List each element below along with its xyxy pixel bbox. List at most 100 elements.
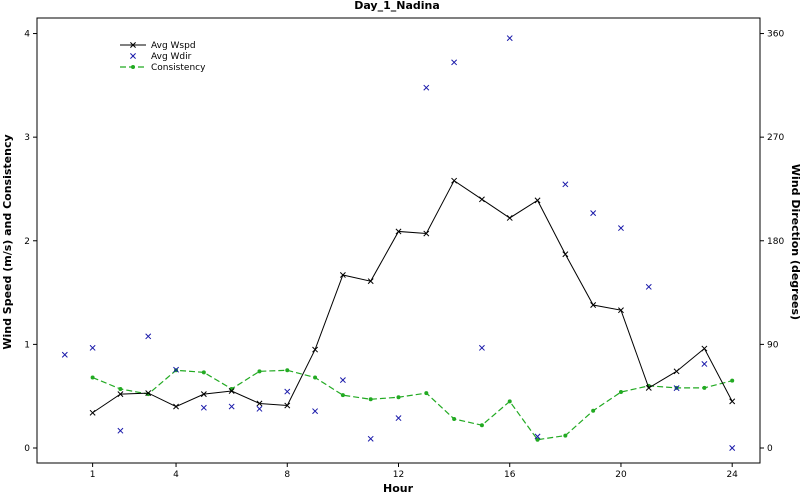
consistency-point — [507, 399, 512, 404]
avg-wspd-point — [284, 402, 291, 409]
y-tick-label-right: 270 — [767, 133, 784, 143]
avg-wdir-point — [506, 35, 513, 42]
legend-label: Consistency — [151, 63, 206, 73]
avg-wdir-point — [200, 404, 207, 411]
avg-wdir-point — [284, 388, 291, 395]
avg-wdir-point — [395, 415, 402, 422]
y-tick-label-left: 1 — [24, 340, 30, 350]
legend-entry: Avg Wdir — [130, 52, 192, 62]
x-tick-label: 20 — [615, 470, 627, 480]
avg-wdir-point — [534, 433, 541, 440]
avg-wspd-point — [228, 388, 235, 394]
y-tick-label-left: 0 — [24, 444, 30, 454]
consistency-point — [285, 368, 290, 373]
legend-marker-avg-wspd — [130, 42, 136, 48]
y-axis-title-right: Wind Direction (degrees) — [789, 164, 800, 320]
avg-wspd-point — [701, 345, 708, 352]
avg-wspd-point — [117, 391, 124, 398]
avg-wspd-point — [645, 384, 652, 391]
consistency-point — [479, 423, 484, 428]
x-tick-label: 4 — [173, 470, 179, 480]
consistency-point — [201, 370, 206, 375]
avg-wspd-point — [590, 302, 597, 308]
consistency-point — [340, 393, 345, 398]
avg-wdir-point — [256, 405, 263, 412]
series-line-avg-wspd — [92, 179, 733, 414]
consistency-point — [118, 386, 123, 391]
consistency-point — [396, 395, 401, 400]
avg-wdir-point — [618, 225, 624, 232]
consistency-point — [90, 375, 95, 380]
avg-wspd-point — [395, 228, 402, 235]
series-line-consistency — [92, 369, 733, 441]
avg-wdir-point — [145, 333, 152, 340]
x-tick-label: 24 — [726, 470, 738, 480]
consistency-point — [535, 437, 540, 442]
series-layer — [61, 35, 736, 451]
avg-wspd-point — [534, 197, 541, 204]
avg-wspd-point — [618, 307, 624, 314]
avg-wdir-point — [562, 181, 569, 188]
avg-wdir-point — [729, 445, 736, 451]
avg-wdir-point — [173, 366, 179, 373]
consistency-point — [730, 378, 735, 383]
x-tick-label: 1 — [90, 470, 96, 480]
avg-wspd-point — [506, 215, 513, 221]
avg-wspd-point — [173, 403, 179, 410]
consistency-point — [257, 369, 262, 374]
consistency-point — [618, 390, 623, 395]
avg-wdir-point — [117, 427, 124, 434]
y-tick-label-left: 2 — [24, 237, 30, 247]
avg-wdir-point — [228, 403, 235, 410]
avg-wdir-point — [478, 344, 485, 351]
consistency-point — [313, 375, 318, 380]
consistency-point — [452, 416, 457, 421]
consistency-point — [368, 397, 373, 402]
avg-wdir-point — [645, 283, 652, 290]
avg-wdir-point — [312, 408, 319, 415]
avg-wspd-point — [339, 272, 346, 278]
avg-wspd-point — [729, 398, 736, 405]
avg-wspd-point — [312, 346, 319, 353]
avg-wdir-point — [451, 59, 458, 66]
avg-wdir-point — [423, 84, 430, 91]
legend-marker-avg-wdir — [130, 53, 136, 59]
y-tick-label-right: 90 — [767, 340, 779, 350]
avg-wspd-point — [89, 409, 96, 416]
avg-wdir-point — [673, 385, 680, 392]
avg-wdir-point — [367, 435, 374, 442]
avg-wdir-point — [701, 361, 708, 367]
x-axis-title: Hour — [383, 482, 414, 495]
x-tick-label: 8 — [284, 470, 290, 480]
chart-title: Day_1_Nadina — [354, 0, 440, 12]
avg-wspd-point — [451, 177, 458, 184]
avg-wdir-point — [590, 210, 597, 217]
avg-wspd-point — [367, 278, 374, 285]
x-tick-label: 12 — [393, 470, 404, 480]
avg-wdir-point — [61, 351, 68, 358]
avg-wspd-point — [145, 390, 152, 397]
avg-wspd-point — [256, 400, 263, 407]
y-tick-label-right: 360 — [767, 30, 784, 40]
legend-entry: Consistency — [120, 63, 206, 73]
y-tick-label-right: 0 — [767, 444, 773, 454]
avg-wspd-point — [423, 230, 430, 237]
legend-label: Avg Wspd — [151, 41, 196, 51]
avg-wspd-point — [562, 251, 569, 258]
consistency-point — [563, 433, 568, 438]
consistency-point — [591, 408, 596, 413]
legend-entry: Avg Wspd — [120, 41, 196, 51]
avg-wspd-point — [200, 391, 207, 398]
y-axis-title-left: Wind Speed (m/s) and Consistency — [1, 134, 14, 349]
avg-wdir-point — [339, 377, 346, 384]
consistency-point — [702, 385, 707, 390]
consistency-point — [424, 391, 429, 396]
y-tick-label-left: 3 — [24, 133, 30, 143]
y-tick-label-left: 4 — [24, 30, 30, 40]
avg-wspd-point — [478, 196, 485, 203]
avg-wdir-point — [89, 344, 96, 351]
x-tick-label: 16 — [504, 470, 516, 480]
legend-label: Avg Wdir — [151, 52, 192, 62]
